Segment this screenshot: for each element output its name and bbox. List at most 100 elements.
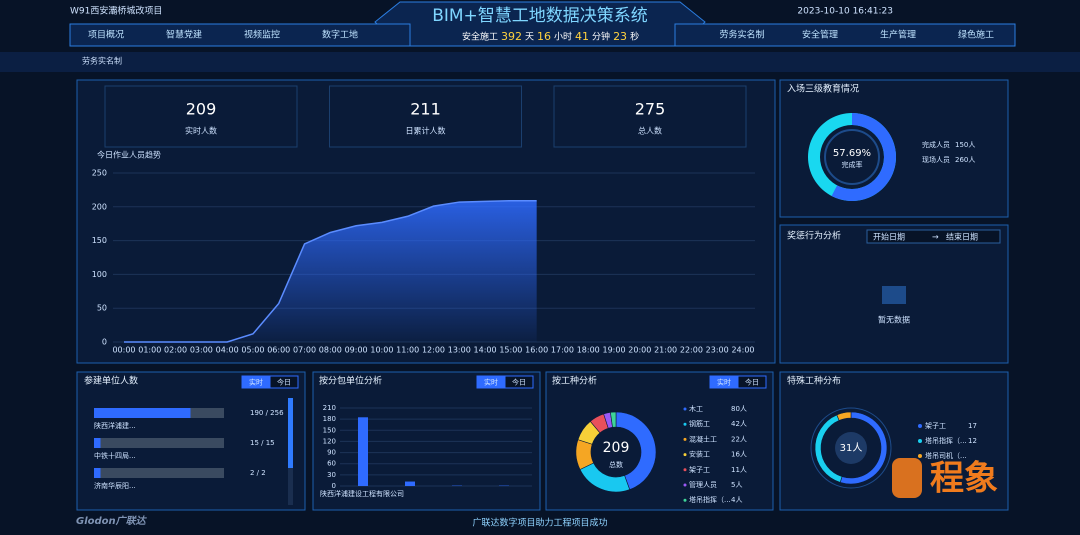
x-tick-label: 01:00 <box>138 346 161 355</box>
y-tick-label: 150 <box>92 236 107 245</box>
legend-value: 12 <box>968 437 977 445</box>
y-tick-label: 60 <box>327 460 336 468</box>
nav-tab[interactable]: 劳务实名制 <box>719 29 764 41</box>
app-title: BIM+智慧工地数据决策系统 <box>432 6 648 26</box>
footer: 广联达数字项目助力工程项目成功 <box>472 517 607 529</box>
legend-name: 现场人员 <box>922 155 950 164</box>
legend-dot <box>683 483 687 487</box>
stat-label: 实时人数 <box>185 126 217 136</box>
toggle-label[interactable]: 实时 <box>484 378 498 387</box>
logo: Glodon广联达 <box>76 515 148 527</box>
toggle-label[interactable]: 今日 <box>745 378 759 387</box>
y-tick-label: 200 <box>92 202 107 211</box>
nav-tab[interactable]: 安全管理 <box>802 29 838 41</box>
x-tick-label: 07:00 <box>293 346 316 355</box>
panel-title: 奖惩行为分析 <box>787 230 841 242</box>
panel-title: 按分包单位分析 <box>319 375 382 387</box>
legend-value: 16人 <box>731 451 747 459</box>
nav-tab[interactable]: 绿色施工 <box>958 29 994 41</box>
line <box>124 199 537 343</box>
x-tick-label: 陕西洋浦建设工程有限公司 <box>320 489 404 498</box>
x-tick-label: 05:00 <box>241 346 264 355</box>
x-tick-label: 13:00 <box>448 346 471 355</box>
ring-inner <box>824 129 880 185</box>
ring-rate <box>831 112 897 201</box>
toggle-label[interactable]: 实时 <box>717 378 731 387</box>
row-value: 15 / 15 <box>250 439 275 447</box>
y-tick-label: 0 <box>102 338 107 347</box>
nav-tab[interactable]: 项目概况 <box>88 29 124 41</box>
x-tick-label: 03:00 <box>190 346 213 355</box>
toggle-btn[interactable] <box>269 375 299 389</box>
donut-caption: 总数 <box>609 460 623 469</box>
nav-left <box>69 23 411 47</box>
row-value: 2 / 2 <box>250 469 266 477</box>
donut-total: 209 <box>603 440 630 456</box>
area <box>124 200 537 342</box>
x-tick-label: 20:00 <box>628 346 651 355</box>
legend-name: 架子工 <box>689 466 710 474</box>
ring-outer <box>810 407 892 489</box>
legend-value: 260人 <box>955 156 975 164</box>
nav-tab[interactable]: 视频监控 <box>244 29 280 41</box>
nav-tab[interactable]: 生产管理 <box>880 29 916 41</box>
stat-label: 总人数 <box>638 126 662 136</box>
x-tick-label: 19:00 <box>603 346 626 355</box>
y-tick-label: 100 <box>92 270 107 279</box>
bar <box>94 468 101 478</box>
toggle-btn[interactable] <box>504 375 534 389</box>
x-tick-label: 22:00 <box>680 346 703 355</box>
legend-name: 塔吊指挥（... <box>689 495 731 504</box>
x-tick-label: 08:00 <box>319 346 342 355</box>
bar <box>94 438 101 448</box>
x-tick-label: 04:00 <box>216 346 239 355</box>
row-name: 济南华辰阳... <box>94 481 136 490</box>
y-tick-label: 120 <box>323 437 336 445</box>
legend-dot <box>918 424 922 428</box>
legend-value: 80人 <box>731 405 747 413</box>
rate-caption: 完成率 <box>842 160 863 169</box>
project-select[interactable]: W91西安灞桥城改项目 <box>70 5 162 17</box>
panel-title: 按工种分析 <box>552 375 597 387</box>
empty-text: 暂无数据 <box>878 315 910 325</box>
scroll-thumb[interactable] <box>288 398 293 468</box>
empty-icon <box>882 286 906 304</box>
donut-slice <box>610 411 617 428</box>
datetime: 2023-10-10 16:41:23 <box>797 7 893 17</box>
x-tick-label: 09:00 <box>345 346 368 355</box>
safety-number: 41 <box>575 30 589 43</box>
legend-value: 5人 <box>731 481 742 489</box>
y-tick-label: 210 <box>323 404 336 412</box>
bar <box>358 417 368 486</box>
safety-text: 小时 <box>554 31 572 43</box>
stat-box <box>104 85 298 148</box>
toggle-label[interactable]: 实时 <box>249 378 263 387</box>
x-tick-label: 21:00 <box>654 346 677 355</box>
toggle-label[interactable]: 今日 <box>512 378 526 387</box>
y-tick-label: 90 <box>327 449 336 457</box>
legend-dot <box>683 422 687 426</box>
legend-dot <box>683 453 687 457</box>
x-tick-label: 00:00 <box>112 346 135 355</box>
toggle-label[interactable]: 今日 <box>277 378 291 387</box>
stat-label: 日累计人数 <box>406 126 446 136</box>
legend-value: 17 <box>968 422 977 430</box>
donut-slice <box>836 411 852 421</box>
legend-value: 42人 <box>731 420 747 428</box>
nav-tab[interactable]: 智慧党建 <box>166 29 202 41</box>
stat-box <box>329 85 522 148</box>
legend-dot <box>918 454 922 458</box>
legend-name: 安装工 <box>689 450 710 459</box>
date-start[interactable]: 开始日期 <box>873 232 905 242</box>
stat-box <box>553 85 747 148</box>
x-tick-label: 12:00 <box>422 346 445 355</box>
nav-tab[interactable]: 数字工地 <box>322 29 358 41</box>
date-range[interactable] <box>866 229 1001 244</box>
donut-total: 31人 <box>840 442 863 454</box>
date-end[interactable]: 结束日期 <box>946 232 978 242</box>
y-tick-label: 150 <box>323 426 336 434</box>
safety-text: 秒 <box>630 31 639 43</box>
y-tick-label: 180 <box>323 415 336 423</box>
toggle-btn[interactable] <box>737 375 767 389</box>
